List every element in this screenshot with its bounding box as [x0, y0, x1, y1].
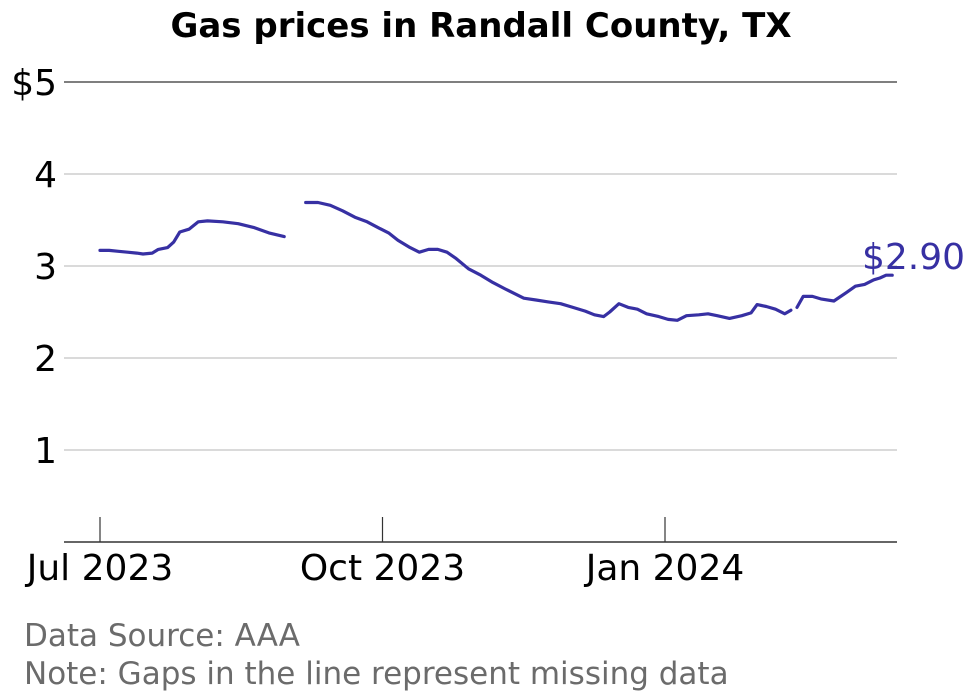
price-line-segment-2 — [795, 273, 894, 309]
x-tick-label-0: Jul 2023 — [25, 548, 174, 589]
y-tick-label-4: 4 — [34, 155, 57, 196]
y-tick-label-2: 2 — [34, 339, 57, 380]
data-source-note: Data Source: AAA — [24, 618, 300, 654]
price-series — [98, 200, 894, 322]
y-tick-label-1: 1 — [34, 431, 57, 472]
price-line-segment-0 — [98, 219, 286, 256]
y-axis-tick-labels: $5 4 3 2 1 — [11, 63, 57, 472]
gap-note: Note: Gaps in the line represent missing… — [24, 656, 729, 692]
end-value-label: $2.90 — [862, 237, 965, 278]
price-line-segment-1 — [304, 200, 793, 322]
y-tick-label-5: $5 — [11, 63, 57, 104]
x-axis-ticks: Jul 2023 Oct 2023 Jan 2024 — [25, 517, 745, 589]
x-tick-label-2: Jan 2024 — [584, 548, 745, 589]
gridlines — [64, 81, 897, 451]
y-tick-label-3: 3 — [34, 247, 57, 288]
chart-title: Gas prices in Randall County, TX — [170, 6, 791, 46]
x-tick-label-1: Oct 2023 — [300, 548, 465, 589]
